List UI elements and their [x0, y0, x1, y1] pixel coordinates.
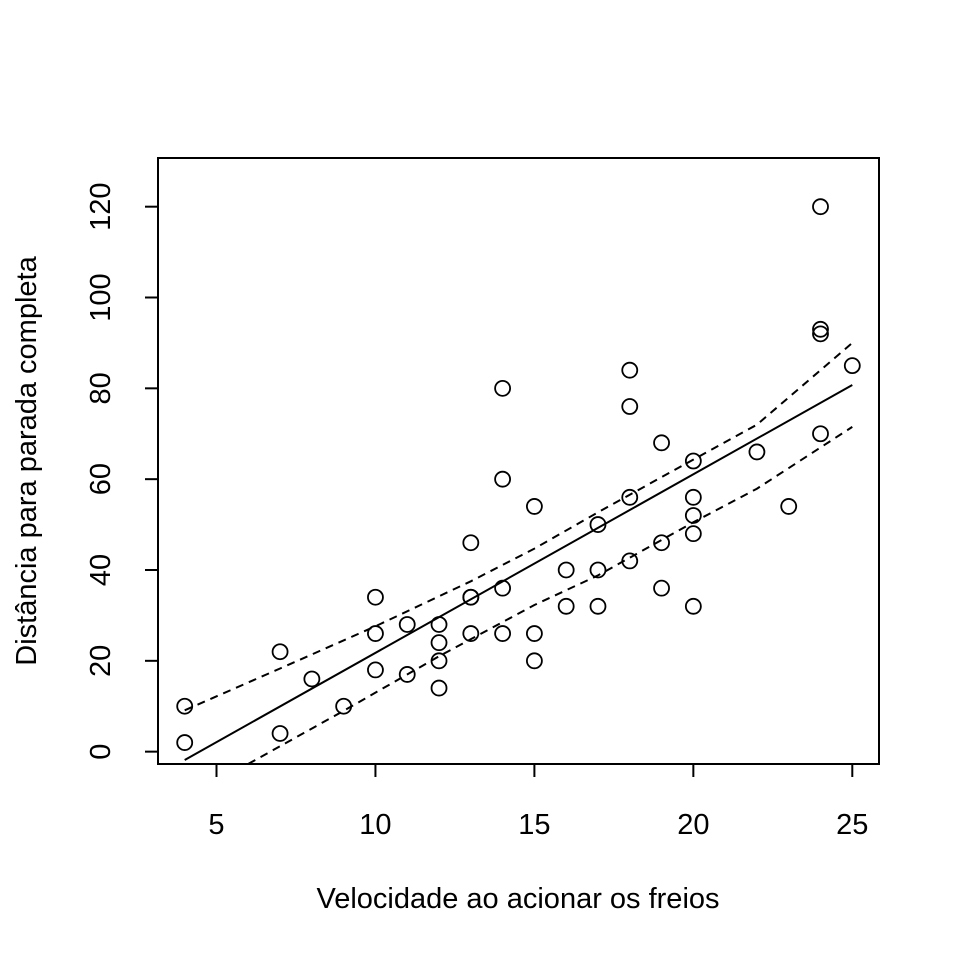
data-point: [843, 357, 861, 375]
data-point: [684, 597, 702, 615]
data-point: [653, 534, 670, 552]
data-point: [812, 425, 829, 443]
data-point: [621, 361, 639, 379]
data-point: [812, 320, 829, 338]
confidence-upper-line: [184, 342, 853, 712]
data-point: [367, 588, 384, 606]
data-point: [430, 634, 448, 652]
y-axis-title: Distância para parada completa: [11, 255, 43, 665]
y-tick-label: 60: [85, 463, 117, 495]
regression-fit-line: [184, 384, 853, 761]
data-point: [462, 588, 480, 606]
data-point: [589, 561, 607, 579]
data-point: [398, 666, 416, 683]
confidence-lower-line: [247, 426, 853, 764]
data-point: [462, 625, 480, 642]
data-point: [684, 488, 702, 506]
data-point: [684, 452, 702, 470]
data-point: [462, 534, 480, 552]
data-point: [430, 679, 448, 697]
data-point: [684, 525, 702, 543]
data-point: [303, 670, 321, 688]
data-point: [653, 434, 670, 452]
x-tick-label: 25: [836, 809, 868, 841]
data-point: [398, 616, 416, 633]
x-tick-label: 15: [518, 809, 550, 841]
data-point: [494, 579, 512, 597]
data-point: [653, 579, 670, 597]
x-tick-label: 10: [359, 809, 391, 841]
y-tick-label: 100: [85, 273, 117, 321]
x-axis-title: Velocidade ao acionar os freios: [316, 883, 719, 915]
data-point: [684, 507, 702, 524]
data-point: [430, 616, 448, 633]
x-tick-label: 5: [208, 809, 224, 841]
data-point: [367, 625, 384, 642]
data-point: [812, 325, 829, 343]
data-point: [271, 725, 289, 742]
data-point: [367, 661, 384, 679]
data-point: [525, 625, 543, 642]
x-tick-label: 20: [677, 809, 709, 841]
data-point: [557, 597, 575, 615]
data-point: [430, 652, 448, 670]
data-point: [494, 625, 512, 642]
data-point: [525, 498, 543, 515]
data-point: [780, 498, 798, 515]
data-points: [176, 198, 861, 751]
data-point: [271, 643, 289, 661]
data-point: [557, 561, 575, 579]
data-point: [335, 697, 353, 715]
data-point: [621, 398, 639, 415]
data-point: [176, 734, 194, 751]
data-point: [812, 198, 829, 216]
y-tick-label: 80: [85, 372, 117, 404]
y-tick-label: 0: [85, 744, 117, 760]
x-axis: 5 10 15 20 25: [208, 763, 868, 841]
regression-lines: [184, 342, 853, 764]
data-point: [525, 652, 543, 670]
y-axis: 0 20 40 60 80 100 120: [85, 182, 159, 760]
data-point: [748, 443, 766, 461]
data-point: [589, 516, 607, 533]
y-tick-label: 20: [85, 645, 117, 677]
y-tick-label: 120: [85, 182, 117, 230]
data-point: [176, 697, 194, 715]
data-point: [621, 552, 639, 570]
data-point: [494, 379, 512, 397]
data-point: [589, 597, 607, 615]
data-point: [494, 470, 512, 488]
y-tick-label: 40: [85, 554, 117, 586]
data-point: [621, 488, 639, 506]
